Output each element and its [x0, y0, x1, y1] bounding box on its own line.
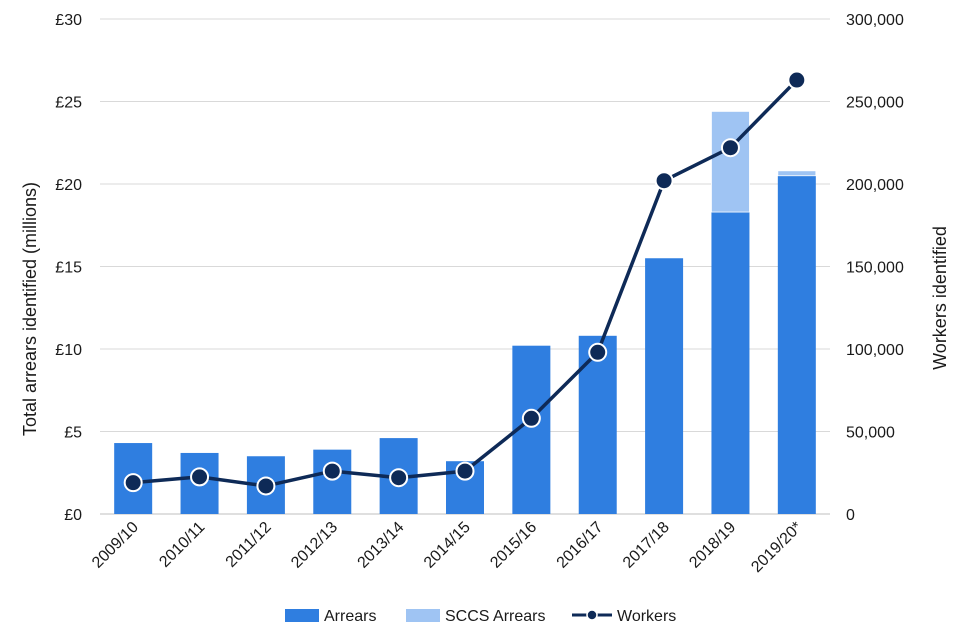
x-tick-label: 2015/16 [487, 519, 540, 572]
right-tick-label: 250,000 [846, 95, 904, 112]
right-tick-label: 50,000 [846, 425, 895, 442]
left-axis-title: Total arrears identified (millions) [20, 182, 40, 436]
workers-point [389, 468, 409, 488]
x-tick-label: 2017/18 [620, 519, 673, 572]
x-tick-label: 2012/13 [288, 519, 341, 572]
x-tick-label: 2019/20* [748, 519, 805, 576]
legend: Arrears SCCS Arrears Workers [285, 608, 676, 625]
workers-point [521, 408, 541, 428]
x-tick-label: 2009/10 [89, 519, 142, 572]
left-tick-label: £30 [55, 12, 82, 29]
legend-swatch-sccs-arrears [406, 609, 440, 622]
x-tick-label: 2010/11 [156, 519, 208, 571]
bar-arrears [578, 335, 617, 514]
left-tick-label: £5 [64, 425, 82, 442]
bars [114, 111, 817, 515]
workers-point [322, 461, 342, 481]
left-tick-label: £0 [64, 507, 82, 524]
legend-label-workers: Workers [617, 608, 676, 625]
gridlines [100, 18, 830, 515]
bar-arrears [313, 449, 352, 514]
workers-series-line [133, 78, 799, 488]
left-tick-label: £20 [55, 177, 82, 194]
right-tick-label: 200,000 [846, 177, 904, 194]
workers-point [256, 476, 276, 496]
bar-sccs-arrears [777, 170, 817, 177]
legend-label-sccs-arrears: SCCS Arrears [445, 608, 545, 625]
left-tick-label: £25 [55, 95, 82, 112]
left-tick-label: £10 [55, 342, 82, 359]
x-tick-label: 2011/12 [223, 519, 275, 571]
left-tick-label: £15 [55, 260, 82, 277]
right-axis-ticks: 0 50,000 100,000 150,000 200,000 250,000 300,0… [846, 12, 904, 524]
x-tick-label: 2013/14 [355, 519, 408, 572]
right-axis-title: Workers identified [930, 226, 950, 370]
bar-arrears [645, 258, 684, 514]
x-tick-label: 2016/17 [554, 519, 607, 572]
workers-point [787, 70, 807, 90]
bar-arrears [711, 212, 750, 515]
legend-swatch-arrears [285, 609, 319, 622]
legend-marker-workers [586, 609, 598, 621]
right-tick-label: 100,000 [846, 342, 904, 359]
x-tick-label: 2018/19 [686, 519, 739, 572]
legend-label-arrears: Arrears [324, 608, 376, 625]
left-axis-ticks: £0 £5 £10 £15 £20 £25 £30 [55, 12, 82, 524]
right-tick-label: 0 [846, 507, 855, 524]
workers-point [654, 171, 674, 191]
workers-point [123, 473, 143, 493]
workers-point [455, 461, 475, 481]
workers-point [588, 342, 608, 362]
x-axis-ticks: 2009/10 2010/11 2011/12 2012/13 2013/14 2014/… [89, 519, 806, 576]
bar-sccs-arrears [711, 111, 750, 213]
right-tick-label: 150,000 [846, 260, 904, 277]
bar-arrears [777, 175, 816, 514]
right-tick-label: 300,000 [846, 12, 904, 29]
workers-point [190, 467, 210, 487]
workers-point [720, 138, 740, 158]
workers-line [123, 70, 807, 496]
x-tick-label: 2014/15 [421, 519, 474, 572]
